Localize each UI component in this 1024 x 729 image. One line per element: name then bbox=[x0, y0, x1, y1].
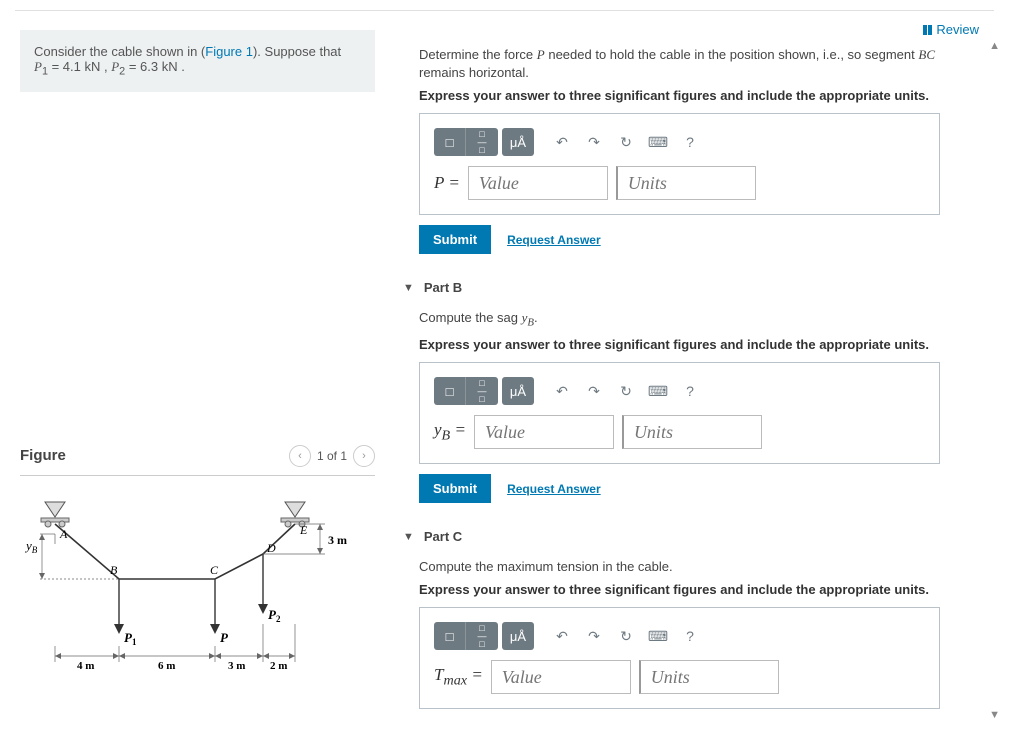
divider bbox=[15, 10, 994, 11]
part-b-value-input[interactable] bbox=[474, 415, 614, 449]
svg-text:P2: P2 bbox=[268, 607, 281, 624]
figure-1-link[interactable]: Figure 1 bbox=[205, 44, 253, 59]
part-c-value-input[interactable] bbox=[491, 660, 631, 694]
redo-icon[interactable]: ↷ bbox=[580, 622, 608, 650]
review-icon bbox=[923, 25, 932, 35]
svg-text:B: B bbox=[110, 563, 118, 577]
reset-icon[interactable]: ↻ bbox=[612, 622, 640, 650]
part-c-instruction: Express your answer to three significant… bbox=[419, 582, 970, 597]
undo-icon[interactable]: ↶ bbox=[548, 128, 576, 156]
figure-next-button[interactable]: › bbox=[353, 445, 375, 467]
part-a-answer-box: □ □―□ μÅ ↶ ↷ ↻ ⌨ ? P = bbox=[419, 113, 940, 215]
symbols-icon[interactable]: μÅ bbox=[502, 377, 534, 405]
keyboard-icon[interactable]: ⌨ bbox=[644, 128, 672, 156]
scroll-up-icon[interactable]: ▲ bbox=[989, 40, 1000, 52]
part-c-caret-icon[interactable]: ▼ bbox=[403, 531, 414, 543]
template-icon[interactable]: □ bbox=[434, 128, 466, 156]
review-link[interactable]: Review bbox=[923, 22, 979, 37]
svg-text:3 m: 3 m bbox=[328, 533, 347, 547]
reset-icon[interactable]: ↻ bbox=[612, 377, 640, 405]
part-c-units-input[interactable] bbox=[639, 660, 779, 694]
part-b-instruction: Express your answer to three significant… bbox=[419, 337, 970, 352]
part-a-prompt: Determine the force P needed to hold the… bbox=[419, 46, 970, 82]
keyboard-icon[interactable]: ⌨ bbox=[644, 622, 672, 650]
figure-title: Figure bbox=[20, 447, 66, 464]
figure-counter: 1 of 1 bbox=[317, 449, 347, 463]
undo-icon[interactable]: ↶ bbox=[548, 377, 576, 405]
help-icon[interactable]: ? bbox=[676, 377, 704, 405]
review-label: Review bbox=[936, 22, 979, 37]
fraction-icon[interactable]: □―□ bbox=[466, 128, 498, 156]
part-c-answer-box: □ □―□ μÅ ↶ ↷ ↻ ⌨ ? Tmax = bbox=[419, 607, 940, 709]
template-icon[interactable]: □ bbox=[434, 622, 466, 650]
part-a-request-answer-link[interactable]: Request Answer bbox=[507, 233, 601, 247]
svg-text:yB: yB bbox=[24, 538, 38, 555]
symbols-icon[interactable]: μÅ bbox=[502, 128, 534, 156]
svg-text:4 m: 4 m bbox=[77, 660, 94, 672]
problem-statement: Consider the cable shown in (Figure 1). … bbox=[20, 30, 375, 92]
part-c-var-label: Tmax = bbox=[434, 665, 483, 689]
part-a-value-input[interactable] bbox=[468, 166, 608, 200]
part-b-answer-box: □ □―□ μÅ ↶ ↷ ↻ ⌨ ? yB = bbox=[419, 362, 940, 464]
fraction-icon[interactable]: □―□ bbox=[466, 377, 498, 405]
svg-text:P: P bbox=[220, 630, 229, 645]
redo-icon[interactable]: ↷ bbox=[580, 377, 608, 405]
svg-text:A: A bbox=[59, 527, 68, 541]
reset-icon[interactable]: ↻ bbox=[612, 128, 640, 156]
part-b-caret-icon[interactable]: ▼ bbox=[403, 282, 414, 294]
symbols-icon[interactable]: μÅ bbox=[502, 622, 534, 650]
part-a-submit-button[interactable]: Submit bbox=[419, 225, 491, 254]
part-a-units-input[interactable] bbox=[616, 166, 756, 200]
svg-text:6 m: 6 m bbox=[158, 660, 175, 672]
svg-text:D: D bbox=[266, 541, 276, 555]
figure-prev-button[interactable]: ‹ bbox=[289, 445, 311, 467]
part-b-submit-button[interactable]: Submit bbox=[419, 474, 491, 503]
part-c-prompt: Compute the maximum tension in the cable… bbox=[419, 558, 970, 576]
help-icon[interactable]: ? bbox=[676, 622, 704, 650]
svg-text:C: C bbox=[210, 563, 219, 577]
part-b-units-input[interactable] bbox=[622, 415, 762, 449]
keyboard-icon[interactable]: ⌨ bbox=[644, 377, 672, 405]
part-b-request-answer-link[interactable]: Request Answer bbox=[507, 482, 601, 496]
help-icon[interactable]: ? bbox=[676, 128, 704, 156]
part-a-instruction: Express your answer to three significant… bbox=[419, 88, 970, 103]
svg-text:E: E bbox=[299, 523, 308, 537]
undo-icon[interactable]: ↶ bbox=[548, 622, 576, 650]
part-a-var-label: P = bbox=[434, 173, 460, 193]
part-b-var-label: yB = bbox=[434, 420, 466, 444]
redo-icon[interactable]: ↷ bbox=[580, 128, 608, 156]
scroll-down-icon[interactable]: ▼ bbox=[989, 709, 1000, 721]
svg-text:3 m: 3 m bbox=[228, 660, 245, 672]
svg-text:2 m: 2 m bbox=[270, 660, 287, 672]
fraction-icon[interactable]: □―□ bbox=[466, 622, 498, 650]
part-c-title: Part C bbox=[424, 529, 462, 544]
svg-text:P1: P1 bbox=[124, 630, 137, 647]
part-b-title: Part B bbox=[424, 280, 462, 295]
part-b-prompt: Compute the sag yB. bbox=[419, 309, 970, 331]
template-icon[interactable]: □ bbox=[434, 377, 466, 405]
figure-diagram: 3 m yB P1 P P2 A B bbox=[20, 494, 375, 694]
